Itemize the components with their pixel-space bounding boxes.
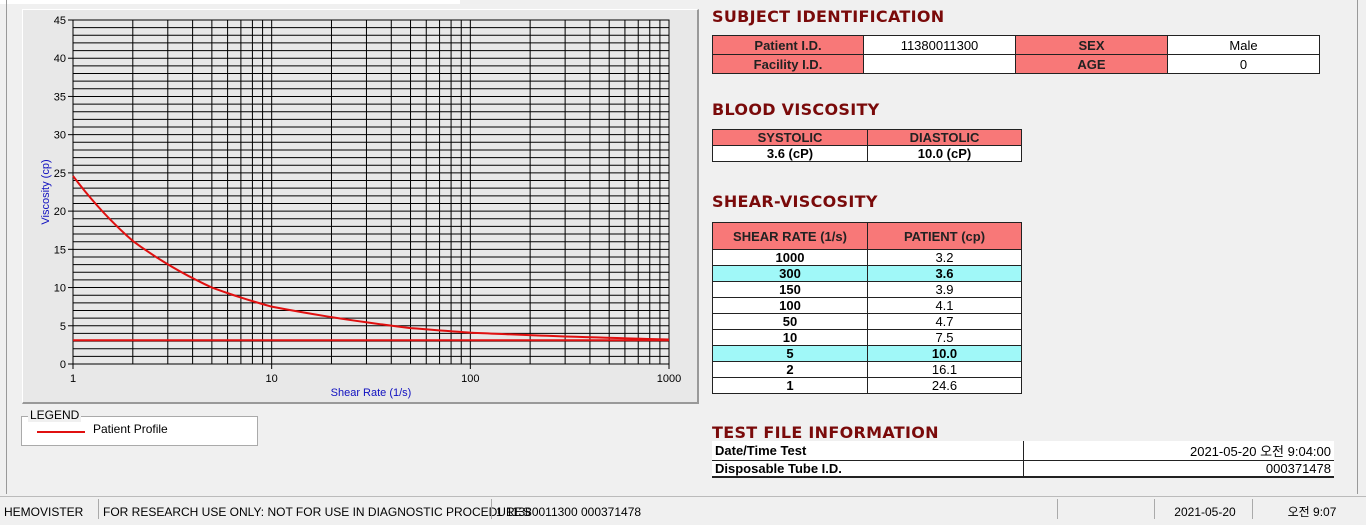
divider — [1357, 0, 1358, 494]
shear-rate-cell: 2 — [712, 361, 868, 378]
status-time: 오전 9:07 — [1252, 499, 1366, 519]
shear-rate-cell: 300 — [712, 265, 868, 282]
viscosity-chart: 0 5 10 15 20 25 30 35 40 45 1 10 100 1000 Shear Rate (… — [22, 9, 699, 404]
shear-rate-cell: 50 — [712, 313, 868, 330]
facility-id-value — [863, 54, 1016, 74]
patient-viscosity-cell: 3.6 — [867, 265, 1022, 282]
test-file-table: Date/Time Test 2021-05-20 오전 9:04:00 Disp… — [712, 441, 1334, 478]
shear-row: 1000 3.2 — [712, 249, 1022, 266]
shear-rate-cell: 1 — [712, 377, 868, 394]
y-tick-label: 20 — [54, 206, 66, 218]
y-tick-label: 0 — [60, 359, 66, 371]
subject-title: SUBJECT IDENTIFICATION — [712, 7, 945, 26]
blood-viscosity-title: BLOOD VISCOSITY — [712, 100, 880, 119]
shear-row: 100 4.1 — [712, 297, 1022, 314]
legend-item-label: Patient Profile — [93, 422, 168, 436]
age-label: AGE — [1015, 54, 1168, 74]
shear-row: 10 7.5 — [712, 329, 1022, 346]
x-tick-label: 1 — [70, 373, 76, 385]
age-value: 0 — [1167, 54, 1320, 74]
y-tick-label: 25 — [54, 168, 66, 180]
patient-viscosity-cell: 3.9 — [867, 281, 1022, 298]
test-file-title: TEST FILE INFORMATION — [712, 423, 939, 442]
tube-id-label: Disposable Tube I.D. — [712, 460, 1024, 478]
shear-rate-cell: 10 — [712, 329, 868, 346]
tube-id-value: 000371478 — [1023, 460, 1334, 478]
shear-rate-header: SHEAR RATE (1/s) — [712, 222, 868, 250]
shear-rate-cell: 100 — [712, 297, 868, 314]
patient-viscosity-cell: 4.7 — [867, 313, 1022, 330]
patient-header: PATIENT (cp) — [867, 222, 1022, 250]
facility-id-label: Facility I.D. — [712, 54, 864, 74]
top-strip — [0, 0, 460, 4]
patient-viscosity-cell: 24.6 — [867, 377, 1022, 394]
status-notice: FOR RESEARCH USE ONLY: NOT FOR USE IN DI… — [98, 499, 531, 519]
patient-viscosity-cell: 10.0 — [867, 345, 1022, 362]
blood-viscosity-table: SYSTOLIC DIASTOLIC 3.6 (cP) 10.0 (cP) — [712, 129, 1022, 162]
diastolic-value: 10.0 (cP) — [867, 145, 1022, 162]
y-axis-label: Viscosity (cp) — [40, 159, 52, 224]
patient-viscosity-cell: 4.1 — [867, 297, 1022, 314]
y-tick-label: 10 — [54, 283, 66, 295]
shear-row: 2 16.1 — [712, 361, 1022, 378]
plot-area — [72, 19, 670, 365]
y-tick-label: 30 — [54, 130, 66, 142]
status-bar: HEMOVISTER FOR RESEARCH USE ONLY: NOT FO… — [0, 496, 1366, 519]
shear-viscosity-table: SHEAR RATE (1/s) PATIENT (cp) 1000 3.2 300 3… — [712, 222, 1022, 394]
y-tick-label: 45 — [54, 15, 66, 27]
y-tick-label: 15 — [54, 244, 66, 256]
x-tick-label: 100 — [461, 373, 479, 385]
patient-viscosity-cell: 3.2 — [867, 249, 1022, 266]
sex-label: SEX — [1015, 35, 1168, 55]
legend-line-swatch — [37, 431, 85, 433]
date-time-value: 2021-05-20 오전 9:04:00 — [1023, 441, 1334, 461]
y-tick-label: 5 — [60, 321, 66, 333]
status-record: 1 11380011300 000371478 — [491, 499, 1056, 519]
shear-rate-cell: 1000 — [712, 249, 868, 266]
x-tick-label: 1000 — [657, 373, 681, 385]
patient-id-value: 11380011300 — [863, 35, 1016, 55]
shear-row: 50 4.7 — [712, 313, 1022, 330]
legend-title: LEGEND — [28, 408, 82, 422]
y-tick-label: 35 — [54, 91, 66, 103]
shear-rate-cell: 150 — [712, 281, 868, 298]
shear-row: 5 10.0 — [712, 345, 1022, 362]
shear-row: 150 3.9 — [712, 281, 1022, 298]
patient-id-label: Patient I.D. — [712, 35, 864, 55]
x-axis-label: Shear Rate (1/s) — [331, 387, 412, 399]
shear-rate-cell: 5 — [712, 345, 868, 362]
chart-svg: 0 5 10 15 20 25 30 35 40 45 1 10 100 1000 Shear Rate (… — [40, 15, 681, 399]
subject-table: Patient I.D. 11380011300 SEX Male Facility … — [712, 35, 1320, 74]
sex-value: Male — [1167, 35, 1320, 55]
status-app: HEMOVISTER — [4, 505, 84, 519]
status-empty — [1057, 499, 1152, 519]
y-tick-label: 40 — [54, 53, 66, 65]
shear-row: 300 3.6 — [712, 265, 1022, 282]
patient-viscosity-cell: 7.5 — [867, 329, 1022, 346]
systolic-value: 3.6 (cP) — [712, 145, 868, 162]
x-tick-label: 10 — [266, 373, 278, 385]
date-time-label: Date/Time Test — [712, 441, 1024, 461]
systolic-label: SYSTOLIC — [712, 129, 868, 146]
patient-viscosity-cell: 16.1 — [867, 361, 1022, 378]
diastolic-label: DIASTOLIC — [867, 129, 1022, 146]
divider — [6, 0, 7, 494]
series-line-0 — [72, 175, 670, 341]
status-date: 2021-05-20 — [1154, 499, 1251, 519]
shear-viscosity-title: SHEAR-VISCOSITY — [712, 192, 878, 211]
shear-row: 1 24.6 — [712, 377, 1022, 394]
